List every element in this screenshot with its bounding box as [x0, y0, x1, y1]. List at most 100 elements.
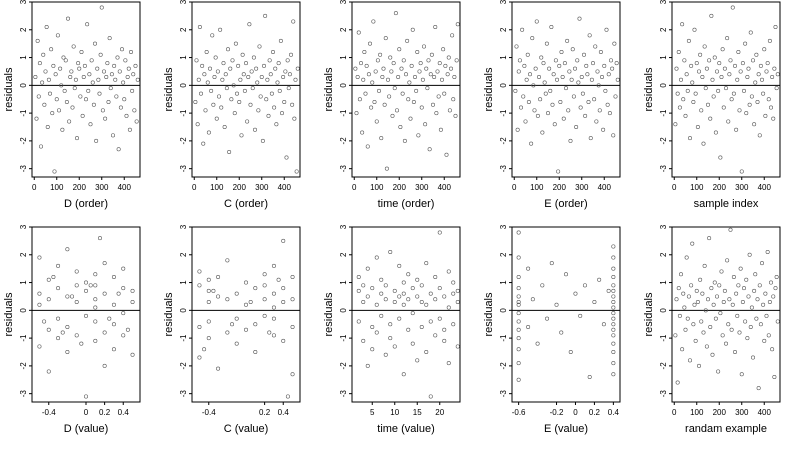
residual-point — [361, 77, 366, 82]
residual-point — [73, 77, 78, 82]
residual-point — [391, 61, 396, 66]
residual-point — [249, 69, 254, 74]
residual-point — [232, 111, 237, 116]
x-tick-label: 300 — [255, 183, 269, 192]
x-tick-label: 100 — [690, 408, 704, 417]
y-tick-label: 2 — [19, 252, 28, 257]
residual-point — [529, 141, 534, 146]
residual-point — [72, 86, 77, 91]
residual-panel: -3 -2 -1 0 1 2 3 0 100 200 300 400 E (order) residual… — [483, 0, 621, 210]
residual-point — [206, 299, 211, 304]
residual-point — [90, 80, 95, 85]
residual-point — [563, 272, 568, 277]
x-tick-label: 200 — [233, 183, 247, 192]
residual-point — [730, 302, 735, 307]
residual-point — [764, 313, 769, 318]
residual-point — [554, 77, 559, 82]
x-tick-label: 0 — [573, 408, 578, 417]
plot-frame — [511, 226, 621, 403]
residual-point — [244, 302, 249, 307]
x-axis-label: randam example — [685, 423, 767, 435]
y-tick-label: 3 — [339, 224, 348, 229]
residual-point — [438, 127, 443, 132]
residual-point — [563, 86, 568, 91]
x-tick-label: 200 — [713, 183, 727, 192]
residual-point — [104, 75, 109, 80]
residual-point — [410, 286, 415, 291]
residual-point — [598, 49, 603, 54]
residual-point — [701, 330, 706, 335]
residual-point — [111, 302, 116, 307]
residual-point — [93, 41, 98, 46]
y-tick-label: -1 — [659, 334, 668, 342]
plot-frame — [511, 1, 621, 178]
residual-point — [255, 80, 260, 85]
residual-point — [244, 327, 249, 332]
x-tick-label: 400 — [278, 183, 292, 192]
residual-point — [675, 380, 680, 385]
x-tick-label: 0.4 — [608, 408, 620, 417]
residual-point — [526, 266, 531, 271]
residual-point — [763, 291, 768, 296]
residual-point — [118, 105, 123, 110]
residual-point — [370, 286, 375, 291]
residual-point — [545, 111, 550, 116]
residual-point — [566, 108, 571, 113]
residual-point — [613, 94, 618, 99]
residual-point — [290, 372, 295, 377]
residual-point — [696, 69, 701, 74]
residual-point — [272, 105, 277, 110]
x-tick-label: 5 — [370, 408, 375, 417]
y-tick-label: -1 — [339, 109, 348, 117]
residual-point — [677, 313, 682, 318]
residual-point — [773, 286, 778, 291]
y-tick-label: -1 — [179, 334, 188, 342]
plot-frame — [31, 1, 141, 178]
residual-point — [415, 277, 420, 282]
y-tick-label: -3 — [659, 390, 668, 398]
residual-point — [680, 347, 685, 352]
x-tick-label: -0.4 — [42, 408, 56, 417]
residual-point — [711, 302, 716, 307]
residual-point — [559, 49, 564, 54]
residual-point — [410, 27, 415, 32]
residual-point — [108, 86, 113, 91]
residual-point — [772, 66, 777, 71]
residual-point — [754, 316, 759, 321]
residual-point — [774, 274, 779, 279]
residual-point — [394, 108, 399, 113]
residual-point — [416, 133, 421, 138]
residual-point — [611, 133, 616, 138]
residual-point — [753, 80, 758, 85]
residual-point — [516, 319, 521, 324]
residual-point — [773, 24, 778, 29]
residual-point — [129, 49, 134, 54]
residual-point — [766, 333, 771, 338]
residual-point — [744, 277, 749, 282]
plot-frame — [671, 226, 781, 403]
residual-point — [47, 91, 52, 96]
residual-point — [406, 327, 411, 332]
x-tick-label: 0 — [672, 183, 677, 192]
x-axis-label: sample index — [694, 198, 759, 210]
residual-point — [694, 61, 699, 66]
y-tick-label: -2 — [339, 362, 348, 370]
residual-point — [732, 349, 737, 354]
residual-point — [276, 61, 281, 66]
y-tick-label: 2 — [179, 252, 188, 257]
residual-point — [587, 33, 592, 38]
residual-point — [76, 61, 81, 66]
residual-point — [536, 75, 541, 80]
residual-point — [233, 41, 238, 46]
residual-point — [763, 113, 768, 118]
residual-point — [285, 394, 290, 399]
residual-point — [124, 113, 129, 118]
residual-point — [219, 105, 224, 110]
residual-point — [38, 144, 43, 149]
residual-point — [271, 291, 276, 296]
residual-point — [244, 280, 249, 285]
residual-point — [46, 297, 51, 302]
residual-point — [46, 327, 51, 332]
residual-point — [382, 102, 387, 107]
